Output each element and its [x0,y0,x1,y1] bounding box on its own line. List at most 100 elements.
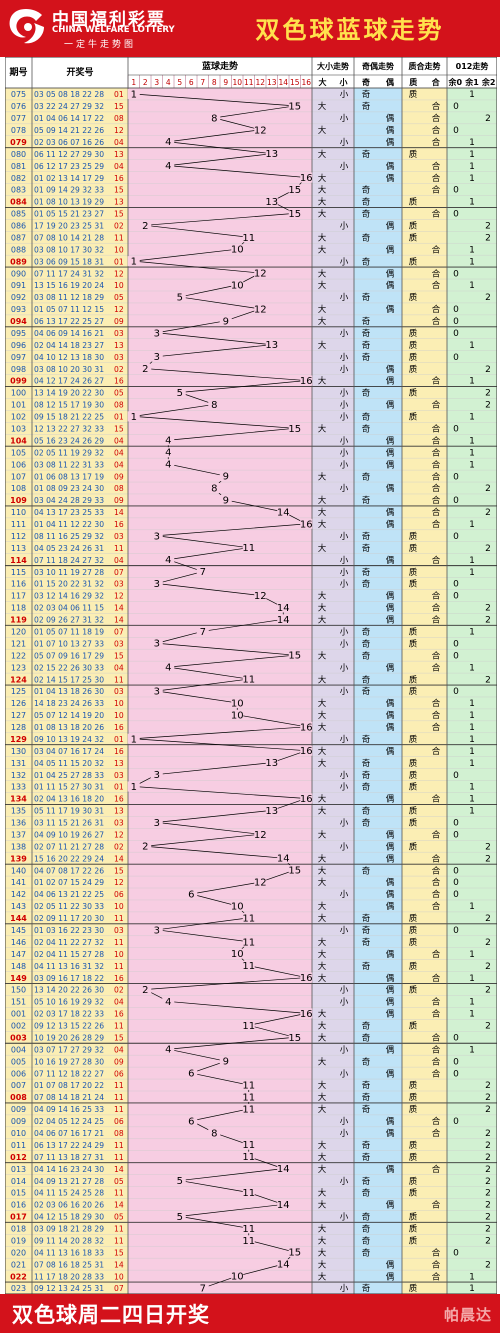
blue-ball-number: 07 [114,627,124,636]
size-sub-label: 小 [339,77,348,87]
issue-number: 142 [11,890,26,899]
prime-mark: 合 [432,865,441,876]
blue-value-label: 11 [242,1021,255,1032]
mod-sub-label: 余0 [448,77,463,87]
parity-mark: 偶 [386,853,395,864]
issue-number: 124 [10,675,27,684]
winning-numbers: 10 19 20 26 28 29 [34,1033,104,1042]
issue-number: 023 [11,1284,26,1293]
winning-numbers: 14 18 23 24 26 33 [34,699,104,708]
parity-mark: 奇 [362,734,371,745]
parity-mark: 偶 [386,137,395,148]
parity-trend-header: 奇偶走势 [362,61,394,71]
mod-mark: 2 [485,1081,491,1091]
winning-numbers: 05 07 09 16 17 29 [34,651,104,660]
prime-mark: 质 [409,352,418,363]
blue-value-label: 11 [242,1188,255,1199]
blue-zone-bg [128,57,312,1294]
blue-value-label: 4 [165,555,171,566]
mod-mark: 1 [469,663,475,673]
winning-numbers: 03 05 08 18 22 28 [34,90,104,99]
winning-numbers: 04 12 17 24 26 27 [34,377,104,386]
blue-ball-number: 09 [114,472,124,481]
issue-number: 105 [11,448,26,457]
winning-numbers: 01 05 15 21 23 27 [34,210,104,219]
blue-value-bg [231,900,244,911]
blue-value-bg [173,1175,186,1186]
prime-mark: 质 [409,543,418,554]
blue-ball-number: 12 [114,269,124,278]
blue-value-label: 3 [154,818,160,829]
mod-mark: 2 [485,1177,491,1187]
prime-mark: 合 [432,889,441,900]
winning-numbers: 01 04 25 27 28 33 [34,771,104,780]
blue-ball-number: 14 [114,616,124,625]
blue-cell-label: 15 [290,78,300,87]
blue-value-bg [127,256,140,267]
blue-value-bg [265,805,278,816]
winning-numbers: 04 09 13 21 27 28 [34,1177,104,1186]
blue-ball-number: 10 [114,245,124,254]
parity-mark: 偶 [386,973,395,984]
blue-value-label: 16 [300,722,313,733]
blue-value-bg [265,339,278,350]
blue-ball-number: 08 [114,401,124,410]
prime-mark: 合 [432,137,441,148]
mod-mark: 2 [485,544,491,554]
blue-value-label: 12 [254,591,267,602]
winning-numbers: 10 16 19 27 28 30 [34,1057,104,1066]
blue-ball-number: 05 [114,1177,124,1186]
blue-value-bg [162,136,175,147]
blue-value-label: 6 [188,1069,194,1080]
prime-mark: 质 [409,841,418,852]
issue-number: 116 [11,580,26,589]
parity-mark: 奇 [362,495,371,506]
winning-numbers: 03 11 15 21 26 31 [34,819,104,828]
blue-value-bg [254,124,267,135]
blue-ball-number: 11 [114,938,124,947]
blue-value-label: 4 [165,663,171,674]
issue-number: 082 [11,174,26,183]
blue-value-label: 11 [242,1236,255,1247]
winning-numbers: 03 08 11 22 31 33 [34,460,104,469]
prime-mark: 合 [432,603,441,614]
blue-value-bg [277,1163,290,1174]
blue-ball-number: 12 [114,592,124,601]
winning-numbers: 01 09 14 29 32 33 [34,186,104,195]
winning-numbers: 06 13 17 22 25 27 [34,317,104,326]
blue-value-bg [300,518,313,529]
size-mark: 大 [318,1021,327,1032]
winning-numbers: 02 03 06 07 16 26 [34,138,104,147]
mod-mark: 1 [469,998,475,1008]
size-mark: 小 [340,435,349,446]
prime-mark: 合 [432,794,441,805]
prime-mark: 质 [409,1283,418,1294]
parity-mark: 奇 [362,424,371,435]
parity-mark: 奇 [362,961,371,972]
blue-ball-number: 04 [114,138,124,147]
mod-mark: 0 [453,425,459,435]
issue-number: 120 [11,627,26,636]
blue-value-label: 10 [231,949,244,960]
mod-mark: 0 [453,1057,459,1067]
mod-mark: 1 [469,1284,475,1294]
mod-mark: 0 [453,639,459,649]
blue-ball-number: 11 [114,1022,124,1031]
issue-number: 132 [11,771,26,780]
winning-numbers: 04 07 08 17 22 26 [34,866,104,875]
size-mark: 小 [340,113,349,124]
winning-numbers: 04 11 15 24 25 28 [34,1189,104,1198]
mod-mark: 1 [469,245,475,255]
blue-value-label: 16 [300,173,313,184]
winning-numbers: 01 02 07 15 24 29 [34,878,104,887]
issue-number: 014 [11,1177,26,1186]
mod-mark: 2 [485,938,491,948]
parity-mark: 偶 [386,1200,395,1211]
parity-mark: 偶 [386,400,395,411]
parity-mark: 偶 [386,698,395,709]
size-mark: 大 [318,268,327,279]
blue-ball-number: 14 [114,604,124,613]
mod-mark: 1 [469,1010,475,1020]
blue-value-label: 3 [154,925,160,936]
mod-mark: 2 [485,1093,491,1103]
